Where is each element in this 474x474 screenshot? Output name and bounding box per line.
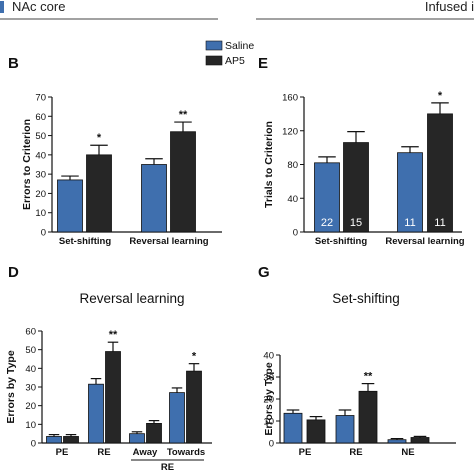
y-tick-label: 40 xyxy=(25,364,36,375)
n-label: 11 xyxy=(404,217,415,229)
bar-ap5 xyxy=(63,436,79,444)
panel-letter-g: G xyxy=(258,264,270,281)
legend-label-ap5: AP5 xyxy=(225,55,245,67)
n-label: 11 xyxy=(434,217,445,229)
chart-reversal-errors-by-type: 0 10 20 30 40 50 60 Errors by Type Reversal lear… xyxy=(5,291,212,473)
n-label: 22 xyxy=(321,217,333,229)
bar-saline xyxy=(46,436,62,444)
category-label: PE xyxy=(56,447,69,458)
y-axis-label: Errors by Type xyxy=(263,362,275,435)
bar-saline xyxy=(141,164,167,233)
header-left-marker xyxy=(0,1,4,13)
y-tick-label: 40 xyxy=(263,351,274,362)
category-label: NE xyxy=(401,447,414,458)
y-tick-label: 10 xyxy=(263,417,274,428)
bar-saline xyxy=(335,415,355,444)
y-tick-label: 0 xyxy=(269,439,274,450)
y-tick-label: 50 xyxy=(25,345,36,356)
header-right-title: Infused i xyxy=(425,0,474,14)
category-label: PE xyxy=(299,447,312,458)
category-label: Away xyxy=(133,447,158,458)
y-tick-label: 20 xyxy=(25,401,36,412)
n-label: 15 xyxy=(350,217,362,229)
chart-title: Reversal learning xyxy=(79,291,184,306)
y-tick-label: 0 xyxy=(41,228,46,239)
significance-marker: * xyxy=(438,90,443,102)
legend-swatch-ap5 xyxy=(205,55,223,66)
chart-trials-to-criterion: 0 40 80 120 160 Trials to Criterion 22 15 Set-sh… xyxy=(263,90,465,247)
y-tick-label: 60 xyxy=(25,327,36,338)
chart-title: Set-shifting xyxy=(332,291,400,306)
legend-label-saline: Saline xyxy=(225,40,254,52)
significance-marker: * xyxy=(97,132,102,144)
y-tick-label: 20 xyxy=(35,189,46,200)
group-label: RE xyxy=(161,462,174,473)
bar-saline xyxy=(88,383,104,444)
bar-saline xyxy=(314,162,340,233)
y-tick-label: 160 xyxy=(282,93,298,104)
y-tick-label: 70 xyxy=(35,93,46,104)
y-tick-label: 40 xyxy=(287,194,298,205)
bar-ap5 xyxy=(170,131,196,233)
y-axis-label: Errors by Type xyxy=(5,350,17,423)
bar-ap5 xyxy=(343,142,369,233)
bar-saline xyxy=(57,179,83,233)
y-tick-label: 40 xyxy=(35,150,46,161)
y-tick-label: 60 xyxy=(35,112,46,123)
bar-ap5 xyxy=(105,351,121,444)
bar-ap5 xyxy=(186,370,202,444)
y-tick-label: 0 xyxy=(293,228,298,239)
panel-letter-e: E xyxy=(258,55,268,72)
panel-letter-d: D xyxy=(8,264,19,281)
bar-ap5 xyxy=(146,422,162,444)
legend: Saline AP5 xyxy=(205,40,254,67)
category-label: RE xyxy=(97,447,110,458)
y-tick-label: 0 xyxy=(31,439,36,450)
significance-marker: ** xyxy=(109,329,118,341)
bar-ap5 xyxy=(410,437,430,444)
header-left-title: NAc core xyxy=(12,0,65,14)
bar-saline xyxy=(283,412,303,444)
category-label: Reversal learning xyxy=(129,236,208,247)
bar-saline xyxy=(169,392,185,444)
y-tick-label: 50 xyxy=(35,131,46,142)
bar-ap5 xyxy=(427,113,453,233)
legend-swatch-saline xyxy=(205,40,223,51)
y-tick-label: 20 xyxy=(263,395,274,406)
y-tick-label: 80 xyxy=(287,160,298,171)
category-label: Reversal learning xyxy=(385,236,464,247)
y-tick-label: 10 xyxy=(25,420,36,431)
chart-errors-to-criterion: 0 10 20 30 40 50 60 70 Errors to Criterion Set-sh… xyxy=(21,93,222,247)
y-tick-label: 120 xyxy=(282,126,298,137)
bar-saline xyxy=(397,152,423,233)
bar-ap5 xyxy=(358,390,378,444)
y-tick-label: 30 xyxy=(35,170,46,181)
category-label: RE xyxy=(349,447,362,458)
y-tick-label: 30 xyxy=(263,373,274,384)
category-label: Set-shifting xyxy=(315,236,367,247)
significance-marker: ** xyxy=(179,109,188,121)
significance-marker: ** xyxy=(364,371,373,383)
significance-marker: * xyxy=(192,351,197,363)
bar-saline xyxy=(129,433,145,444)
bar-saline xyxy=(387,439,407,444)
y-axis-label: Errors to Criterion xyxy=(21,119,33,210)
category-label: Towards xyxy=(167,447,205,458)
y-axis-label: Trials to Criterion xyxy=(263,121,275,208)
bar-ap5 xyxy=(306,419,326,444)
panel-letter-b: B xyxy=(8,55,19,72)
y-tick-label: 30 xyxy=(25,383,36,394)
y-tick-label: 10 xyxy=(35,208,46,219)
category-label: Set-shifting xyxy=(59,236,111,247)
bar-ap5 xyxy=(86,154,112,233)
